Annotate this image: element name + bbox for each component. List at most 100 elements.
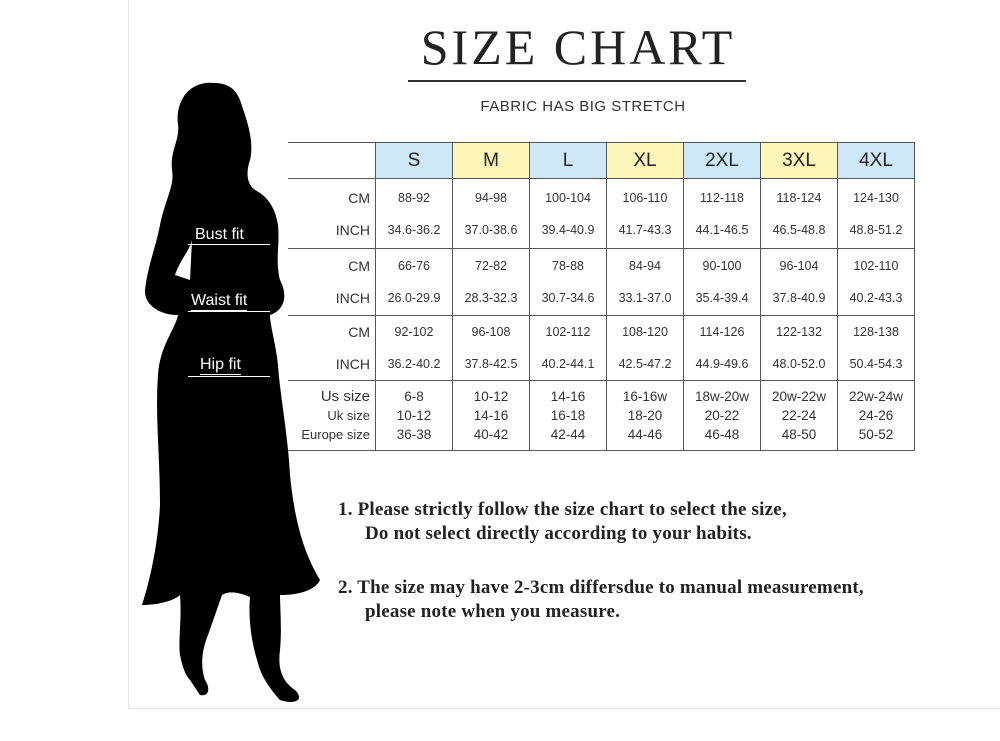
eu-size-value: 40-42 bbox=[473, 427, 509, 442]
hip-cell-l: 102-112 40.2-44.1 bbox=[529, 315, 607, 381]
bust-cm-value: 112-118 bbox=[699, 190, 745, 205]
waist-unit-labels: CM INCH bbox=[288, 248, 376, 316]
hip-cm-value: 114-126 bbox=[699, 325, 745, 339]
size-header-xl: XL bbox=[606, 142, 684, 179]
hip-inch-value: 50.4-54.3 bbox=[849, 357, 903, 371]
us-size-value: 14-16 bbox=[550, 389, 586, 404]
conversion-cell-m: 10-12 14-16 40-42 bbox=[452, 380, 530, 451]
hip-cell-xl: 108-120 42.5-47.2 bbox=[606, 315, 684, 381]
uk-size-value: 20-22 bbox=[704, 408, 740, 423]
hip-inch-value: 37.8-42.5 bbox=[464, 357, 518, 371]
uk-size-value: 14-16 bbox=[473, 408, 509, 423]
bust-cell-m: 94-98 37.0-38.6 bbox=[452, 178, 530, 249]
image-frame bbox=[128, 0, 1000, 709]
waist-cell-l: 78-88 30.7-34.6 bbox=[529, 248, 607, 316]
hip-cell-4xl: 128-138 50.4-54.3 bbox=[837, 315, 915, 381]
note-2-line-2: please note when you measure. bbox=[365, 601, 621, 622]
uk-size-value: 22-24 bbox=[781, 408, 817, 423]
bust-inch-value: 34.6-36.2 bbox=[387, 222, 441, 237]
conversion-cell-4xl: 22w-24w 24-26 50-52 bbox=[837, 380, 915, 451]
corner-cell bbox=[288, 142, 376, 179]
conversion-cell-3xl: 20w-22w 22-24 48-50 bbox=[760, 380, 838, 451]
waist-inch-value: 28.3-32.3 bbox=[464, 291, 518, 305]
bust-cell-3xl: 118-124 46.5-48.8 bbox=[760, 178, 838, 249]
bust-inch-value: 41.7-43.3 bbox=[618, 222, 672, 237]
eu-size-value: 44-46 bbox=[627, 427, 663, 442]
waist-cm-value: 66-76 bbox=[398, 259, 430, 273]
conversion-row: Us size Uk size Europe size 6-8 10-12 36-38 10… bbox=[288, 380, 915, 451]
bust-inch-value: 48.8-51.2 bbox=[849, 222, 903, 237]
size-header-3xl: 3XL bbox=[760, 142, 838, 179]
bust-cm-value: 100-104 bbox=[545, 190, 591, 205]
waist-cell-m: 72-82 28.3-32.3 bbox=[452, 248, 530, 316]
hip-inch-value: 48.0-52.0 bbox=[772, 357, 826, 371]
hip-cm-value: 122-132 bbox=[776, 325, 822, 339]
bust-inch-value: 39.4-40.9 bbox=[541, 222, 595, 237]
title-underline bbox=[408, 80, 746, 82]
waist-cell-s: 66-76 26.0-29.9 bbox=[375, 248, 453, 316]
hip-cm-value: 128-138 bbox=[853, 325, 899, 339]
note-1-line-1: 1. Please strictly follow the size chart… bbox=[338, 499, 787, 520]
size-header-row: S M L XL 2XL 3XL 4XL bbox=[288, 142, 915, 179]
bust-cell-2xl: 112-118 44.1-46.5 bbox=[683, 178, 761, 249]
us-size-value: 22w-24w bbox=[848, 389, 904, 404]
us-size-label: Us size bbox=[320, 388, 370, 405]
uk-size-value: 16-18 bbox=[550, 408, 586, 423]
hip-fit-line bbox=[188, 376, 270, 377]
hip-cell-s: 92-102 36.2-40.2 bbox=[375, 315, 453, 381]
inch-label: INCH bbox=[335, 356, 370, 372]
europe-size-label: Europe size bbox=[301, 427, 370, 442]
eu-size-value: 50-52 bbox=[858, 427, 894, 442]
waist-cell-xl: 84-94 33.1-37.0 bbox=[606, 248, 684, 316]
inch-label: INCH bbox=[335, 221, 370, 238]
cm-label: CM bbox=[348, 189, 370, 206]
conversion-cell-s: 6-8 10-12 36-38 bbox=[375, 380, 453, 451]
page-title: SIZE CHART bbox=[420, 19, 736, 75]
bust-inch-value: 46.5-48.8 bbox=[772, 222, 826, 237]
bust-row: CM INCH 88-92 34.6-36.2 94-98 37.0-38.6 100-10… bbox=[288, 178, 915, 249]
inch-label: INCH bbox=[335, 290, 370, 306]
eu-size-value: 46-48 bbox=[704, 427, 740, 442]
hip-unit-labels: CM INCH bbox=[288, 315, 376, 381]
waist-cm-value: 78-88 bbox=[552, 259, 584, 273]
waist-row: CM INCH 66-76 26.0-29.9 72-82 28.3-32.3 78-88 3… bbox=[288, 248, 915, 316]
hip-inch-value: 36.2-40.2 bbox=[387, 357, 441, 371]
conversion-cell-2xl: 18w-20w 20-22 46-48 bbox=[683, 380, 761, 451]
size-header-s: S bbox=[375, 142, 453, 179]
bust-cm-value: 124-130 bbox=[853, 190, 899, 205]
bust-cell-l: 100-104 39.4-40.9 bbox=[529, 178, 607, 249]
note-2: 2. The size may have 2-3cm differsdue to… bbox=[338, 576, 864, 624]
eu-size-value: 42-44 bbox=[550, 427, 586, 442]
waist-cell-3xl: 96-104 37.8-40.9 bbox=[760, 248, 838, 316]
hip-cell-3xl: 122-132 48.0-52.0 bbox=[760, 315, 838, 381]
waist-fit-label: Waist fit bbox=[191, 292, 248, 311]
us-size-value: 10-12 bbox=[473, 389, 509, 404]
subtitle: FABRIC HAS BIG STRETCH bbox=[480, 98, 686, 115]
us-size-value: 20w-22w bbox=[771, 389, 827, 404]
conversion-cell-l: 14-16 16-18 42-44 bbox=[529, 380, 607, 451]
bust-fit-label: Bust fit bbox=[195, 226, 244, 245]
cm-label: CM bbox=[348, 258, 370, 274]
woman-silhouette bbox=[142, 82, 320, 702]
waist-cm-value: 84-94 bbox=[629, 259, 661, 273]
conversion-cell-xl: 16-16w 18-20 44-46 bbox=[606, 380, 684, 451]
hip-cm-value: 108-120 bbox=[622, 325, 668, 339]
uk-size-value: 10-12 bbox=[396, 408, 432, 423]
waist-inch-value: 26.0-29.9 bbox=[387, 291, 441, 305]
cm-label: CM bbox=[348, 324, 370, 340]
conversion-labels: Us size Uk size Europe size bbox=[288, 380, 376, 451]
bust-cm-value: 118-124 bbox=[776, 190, 822, 205]
waist-fit-line bbox=[188, 311, 270, 312]
bust-unit-labels: CM INCH bbox=[288, 178, 376, 249]
uk-size-value: 24-26 bbox=[858, 408, 894, 423]
waist-inch-value: 37.8-40.9 bbox=[772, 291, 826, 305]
us-size-value: 16-16w bbox=[622, 389, 668, 404]
eu-size-value: 36-38 bbox=[396, 427, 432, 442]
bust-cm-value: 106-110 bbox=[622, 190, 668, 205]
uk-size-value: 18-20 bbox=[627, 408, 663, 423]
hip-cell-m: 96-108 37.8-42.5 bbox=[452, 315, 530, 381]
size-header-4xl: 4XL bbox=[837, 142, 915, 179]
size-header-m: M bbox=[452, 142, 530, 179]
hip-row: CM INCH 92-102 36.2-40.2 96-108 37.8-42.5 102-… bbox=[288, 315, 915, 381]
waist-cm-value: 96-104 bbox=[779, 259, 819, 273]
